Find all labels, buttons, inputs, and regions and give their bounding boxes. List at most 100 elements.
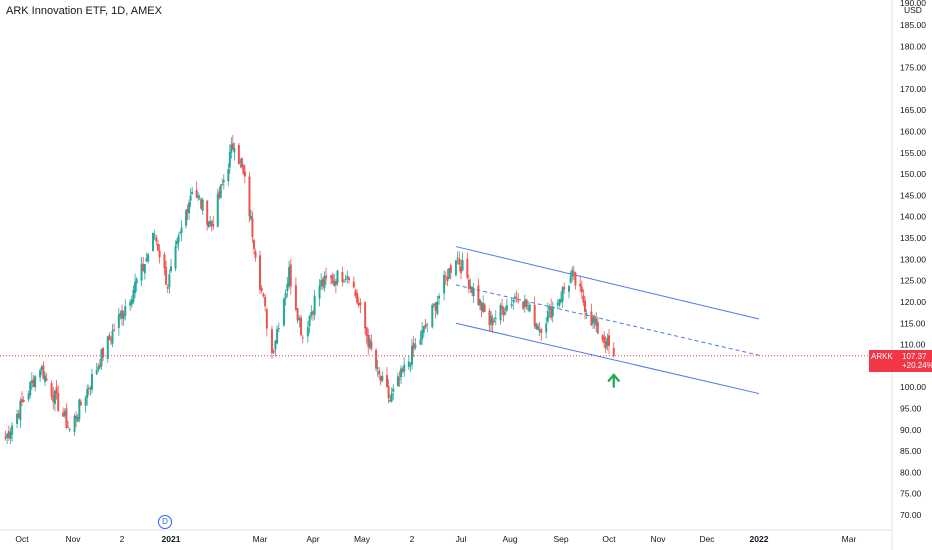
candle xyxy=(431,303,434,329)
candle-body xyxy=(403,364,406,372)
candle-body xyxy=(185,210,188,226)
candle-body xyxy=(448,268,451,279)
candle-body xyxy=(188,202,191,214)
candle xyxy=(482,295,485,314)
candle-body xyxy=(53,390,56,405)
candle-body xyxy=(209,220,212,225)
candle xyxy=(7,425,10,441)
candle-body xyxy=(488,310,491,326)
candle xyxy=(147,252,150,264)
candle xyxy=(528,302,531,313)
candle xyxy=(252,238,255,255)
candle-body xyxy=(277,328,280,330)
candle xyxy=(460,259,462,280)
candle xyxy=(321,277,324,291)
candle xyxy=(556,299,559,310)
candle-body xyxy=(523,299,526,307)
candle xyxy=(168,269,171,294)
price-axis-label: 165.00 xyxy=(900,105,926,115)
chart-title: ARK Innovation ETF, 1D, AMEX xyxy=(6,5,162,17)
price-axis-label: 180.00 xyxy=(900,41,926,51)
price-axis-label: 115.00 xyxy=(900,318,926,328)
channel-upper-line[interactable] xyxy=(455,246,760,320)
candle-body xyxy=(347,277,350,281)
candle xyxy=(494,310,497,326)
candle xyxy=(540,327,543,341)
candle xyxy=(569,271,572,284)
candle-body xyxy=(390,393,393,402)
candle xyxy=(370,334,373,351)
time-axis-label: Apr xyxy=(306,534,319,544)
candle xyxy=(601,334,604,343)
price-badge-symbol: ARKK xyxy=(871,352,893,361)
dividend-marker-icon[interactable]: D xyxy=(158,515,172,529)
candle xyxy=(574,271,577,290)
time-axis-label: 2 xyxy=(410,534,415,544)
candle xyxy=(251,211,254,243)
candle-body xyxy=(515,297,518,299)
candle-body xyxy=(276,328,279,344)
candle xyxy=(68,427,71,433)
candle xyxy=(129,299,132,312)
candle-body xyxy=(323,275,326,289)
candle xyxy=(97,363,100,373)
candle xyxy=(206,199,209,231)
candle xyxy=(517,292,520,304)
candle-body xyxy=(265,309,268,329)
candle-body xyxy=(155,237,158,242)
candle-body xyxy=(264,296,267,307)
candle xyxy=(438,292,441,305)
candle xyxy=(242,164,245,175)
price-axis-label: 140.00 xyxy=(900,212,926,222)
candle-body xyxy=(443,274,446,294)
currency-label: USD xyxy=(904,5,922,15)
candle-body xyxy=(535,323,538,329)
candle xyxy=(22,396,25,403)
candle-body xyxy=(84,397,87,406)
candle-body xyxy=(86,388,89,399)
candle xyxy=(52,386,55,410)
candle xyxy=(259,250,261,295)
candle-body xyxy=(434,302,437,312)
price-axis-label: 85.00 xyxy=(900,446,922,456)
candle xyxy=(368,334,371,350)
candle-body xyxy=(252,240,255,249)
candle-body xyxy=(189,195,192,201)
candle xyxy=(62,407,65,418)
channel-lower-line[interactable] xyxy=(455,322,760,395)
candle-body xyxy=(510,304,513,307)
candle-body xyxy=(288,267,291,287)
candle-body xyxy=(461,260,464,271)
candle-body xyxy=(260,287,263,292)
time-axis[interactable]: Oct Nov 2 2021 Mar Apr May 2 Jul Aug Sep Oct Nov Dec 2… xyxy=(15,534,856,544)
time-axis-label: Oct xyxy=(15,534,29,544)
candle-body xyxy=(140,263,143,281)
candle xyxy=(87,384,90,396)
candle-body xyxy=(582,295,585,303)
regression-channel[interactable] xyxy=(455,246,760,395)
candle-body xyxy=(480,302,483,311)
candle xyxy=(119,310,122,320)
time-axis-label: Aug xyxy=(502,534,517,544)
candle xyxy=(378,367,381,380)
price-axis[interactable]: 185.00 180.00 175.00 170.00 165.00 160.00 155.… xyxy=(900,20,926,520)
candle-body xyxy=(321,279,324,287)
candle-body xyxy=(556,303,559,305)
candle-body xyxy=(540,329,543,333)
candle xyxy=(471,286,474,297)
candle xyxy=(265,307,268,337)
candle xyxy=(603,331,606,349)
price-badge-price: 107.37 xyxy=(902,352,927,361)
candle xyxy=(179,231,182,236)
candle xyxy=(98,358,101,370)
candle xyxy=(386,367,388,388)
candle-body xyxy=(336,270,339,284)
candle xyxy=(113,323,116,332)
candle-body xyxy=(379,376,382,382)
candle xyxy=(320,273,323,290)
candle xyxy=(219,184,222,199)
candle-body xyxy=(499,304,502,321)
channel-median-line[interactable] xyxy=(455,284,760,356)
candle-body xyxy=(306,327,309,337)
